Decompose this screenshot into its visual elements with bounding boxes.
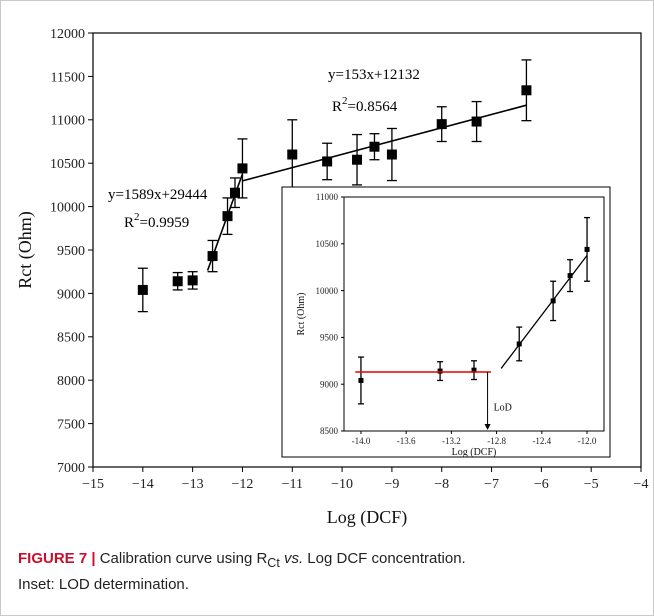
- data-point: [471, 116, 482, 127]
- caption-line-1: FIGURE 7 | Calibration curve using RCt v…: [18, 548, 638, 574]
- fit-line-2: [242, 104, 527, 182]
- lod-label: LoD: [494, 402, 512, 413]
- x-tick-label: −12: [232, 477, 254, 492]
- fit-line-1: [206, 173, 244, 271]
- y-axis-title: Rct (Ohm): [296, 292, 307, 335]
- x-tick-label: -12.0: [578, 436, 597, 446]
- inset-plot-marks: LoD: [355, 216, 591, 430]
- y-tick-label: 10000: [316, 286, 339, 296]
- x-tick-label: −8: [434, 477, 449, 492]
- fit-1-r2: R2=0.9959: [124, 211, 189, 231]
- x-tick-label: -12.4: [532, 436, 551, 446]
- x-tick-label: -14.0: [352, 436, 371, 446]
- figure-caption: FIGURE 7 | Calibration curve using RCt v…: [18, 548, 638, 595]
- data-point: [287, 149, 298, 160]
- x-tick-label: −11: [282, 477, 303, 492]
- y-tick-label: 12000: [50, 27, 85, 42]
- x-tick-label: -13.6: [397, 436, 416, 446]
- y-axis-title: Rct (Ohm): [15, 211, 36, 288]
- y-tick-label: 9000: [320, 379, 339, 389]
- main-plot-marks: [137, 59, 532, 313]
- inset-panel: [281, 186, 611, 458]
- y-tick-label: 7500: [57, 418, 85, 433]
- calibration-chart: −15 −14 −13 −12 −11 −10 −9 −8 −7 −6 −5 −4 7000 7500 80…: [15, 27, 648, 528]
- data-point: [436, 119, 447, 130]
- y-tick-label: 9500: [57, 244, 85, 259]
- caption-text-end: Log DCF concentration.: [303, 550, 466, 567]
- y-tick-label: 11000: [316, 192, 339, 202]
- x-tick-label: −9: [384, 477, 399, 492]
- figure-label: FIGURE 7 |: [18, 550, 96, 567]
- x-tick-label: −5: [584, 477, 599, 492]
- data-point: [237, 163, 248, 174]
- x-tick-label: -13.2: [442, 436, 461, 446]
- x-tick-label: −6: [534, 477, 549, 492]
- fit-1-equation: y=1589x+29444: [108, 187, 208, 203]
- caption-subscript: Ct: [267, 556, 280, 570]
- caption-line-2: Inset: LOD determination.: [18, 576, 189, 593]
- y-tick-label: 7000: [57, 461, 85, 476]
- x-tick-label: −14: [132, 477, 154, 492]
- fit-1-annotation: y=1589x+29444 R2=0.9959: [108, 187, 208, 231]
- x-tick-label: −13: [182, 477, 204, 492]
- data-point: [172, 276, 183, 287]
- x-tick-label: −10: [331, 477, 353, 492]
- lod-arrow-head: [484, 424, 491, 430]
- y-tick-label: 8000: [57, 374, 85, 389]
- x-axis-title: Log (DCF): [327, 507, 408, 528]
- data-point: [322, 156, 333, 167]
- fit-2-annotation: y=153x+12132 R2=0.8564: [328, 67, 420, 115]
- plot-frame: [343, 196, 605, 432]
- data-point: [352, 154, 363, 165]
- y-tick-label: 8500: [57, 331, 85, 346]
- x-tick-label: −7: [484, 477, 499, 492]
- y-tick-label: 9000: [57, 287, 85, 302]
- inset-plot-axes: -14.0 -13.6 -13.2 -12.8 -12.4 -12.0 8500 9000 95…: [296, 192, 605, 458]
- caption-text: Calibration curve using R: [95, 550, 268, 567]
- y-tick-label: 11500: [51, 70, 85, 85]
- x-tick-label: -12.8: [487, 436, 506, 446]
- fit-2-equation: y=153x+12132: [328, 67, 420, 83]
- data-point: [437, 368, 443, 374]
- y-tick-label: 8500: [320, 426, 339, 436]
- data-point: [471, 367, 477, 373]
- x-tick-label: −4: [634, 477, 649, 492]
- data-point: [386, 149, 397, 160]
- data-point: [187, 275, 198, 286]
- x-tick-label: −15: [82, 477, 104, 492]
- y-tick-label: 10500: [316, 239, 339, 249]
- y-tick-label: 10500: [50, 157, 85, 172]
- inset-fit-line: [500, 255, 588, 369]
- main-plot-axes: −15 −14 −13 −12 −11 −10 −9 −8 −7 −6 −5 −4 7000 7500 80…: [15, 27, 648, 528]
- data-point: [567, 273, 573, 279]
- data-point: [521, 85, 532, 96]
- y-tick-label: 9500: [320, 333, 339, 343]
- data-point: [358, 377, 364, 383]
- data-point: [369, 141, 380, 152]
- y-tick-label: 11000: [51, 114, 85, 129]
- x-axis-title: Log (DCF): [452, 447, 497, 458]
- data-point: [584, 246, 590, 252]
- caption-italic: vs.: [279, 550, 304, 567]
- y-tick-label: 10000: [50, 201, 85, 216]
- fit-2-r2: R2=0.8564: [332, 95, 398, 115]
- data-point: [137, 284, 148, 295]
